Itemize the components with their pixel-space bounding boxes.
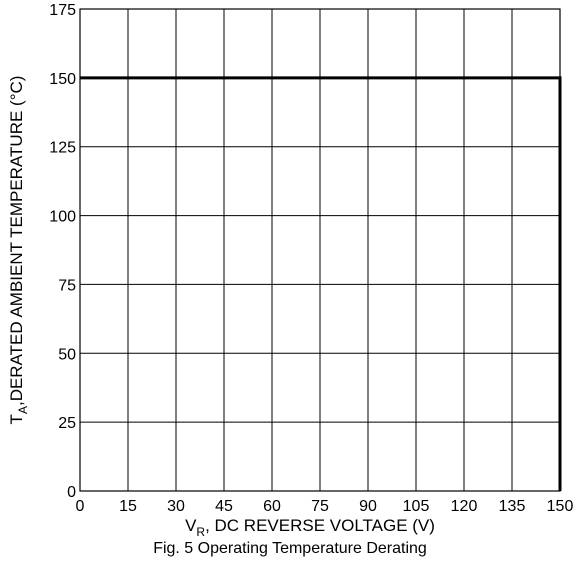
x-tick-label: 0 <box>76 498 85 515</box>
x-tick-label: 105 <box>403 498 430 515</box>
x-tick-label: 30 <box>167 498 185 515</box>
y-tick-label: 150 <box>49 71 76 88</box>
x-tick-label: 150 <box>547 498 574 515</box>
x-tick-label: 75 <box>311 498 329 515</box>
grid-lines <box>79 8 561 492</box>
x-tick-label: 60 <box>263 498 281 515</box>
y-tick-labels: 0 25 50 75 100 125 150 175 <box>49 2 76 501</box>
y-tick-label: 25 <box>58 415 76 432</box>
x-axis-label: VR, DC REVERSE VOLTAGE (V) <box>185 516 435 539</box>
y-tick-label: 175 <box>49 2 76 19</box>
x-tick-label: 15 <box>119 498 137 515</box>
x-tick-label: 90 <box>359 498 377 515</box>
y-axis-label: TA,DERATED AMBIENT TEMPERATURE (°C) <box>7 76 30 425</box>
y-tick-label: 100 <box>49 209 76 226</box>
x-axis-label-main: V <box>185 516 197 535</box>
y-tick-label: 125 <box>49 140 76 157</box>
figure-caption: Fig. 5 Operating Temperature Derating <box>153 540 427 557</box>
y-axis-label-rest: ,DERATED AMBIENT TEMPERATURE (°C) <box>7 76 26 406</box>
derating-curve <box>80 76 562 491</box>
y-tick-label: 50 <box>58 346 76 363</box>
x-tick-label: 120 <box>451 498 478 515</box>
x-tick-label: 135 <box>499 498 526 515</box>
x-axis-label-rest: , DC REVERSE VOLTAGE (V) <box>205 516 435 535</box>
x-tick-label: 45 <box>215 498 233 515</box>
y-axis-label-sub: A <box>16 406 30 414</box>
x-tick-labels: 0 15 30 45 60 75 90 105 120 135 150 <box>76 498 574 515</box>
y-tick-label: 75 <box>58 277 76 294</box>
y-tick-label: 0 <box>67 484 76 501</box>
y-axis-label-main: T <box>7 414 26 424</box>
series-layer <box>80 76 562 491</box>
x-axis-label-sub: R <box>196 525 205 539</box>
